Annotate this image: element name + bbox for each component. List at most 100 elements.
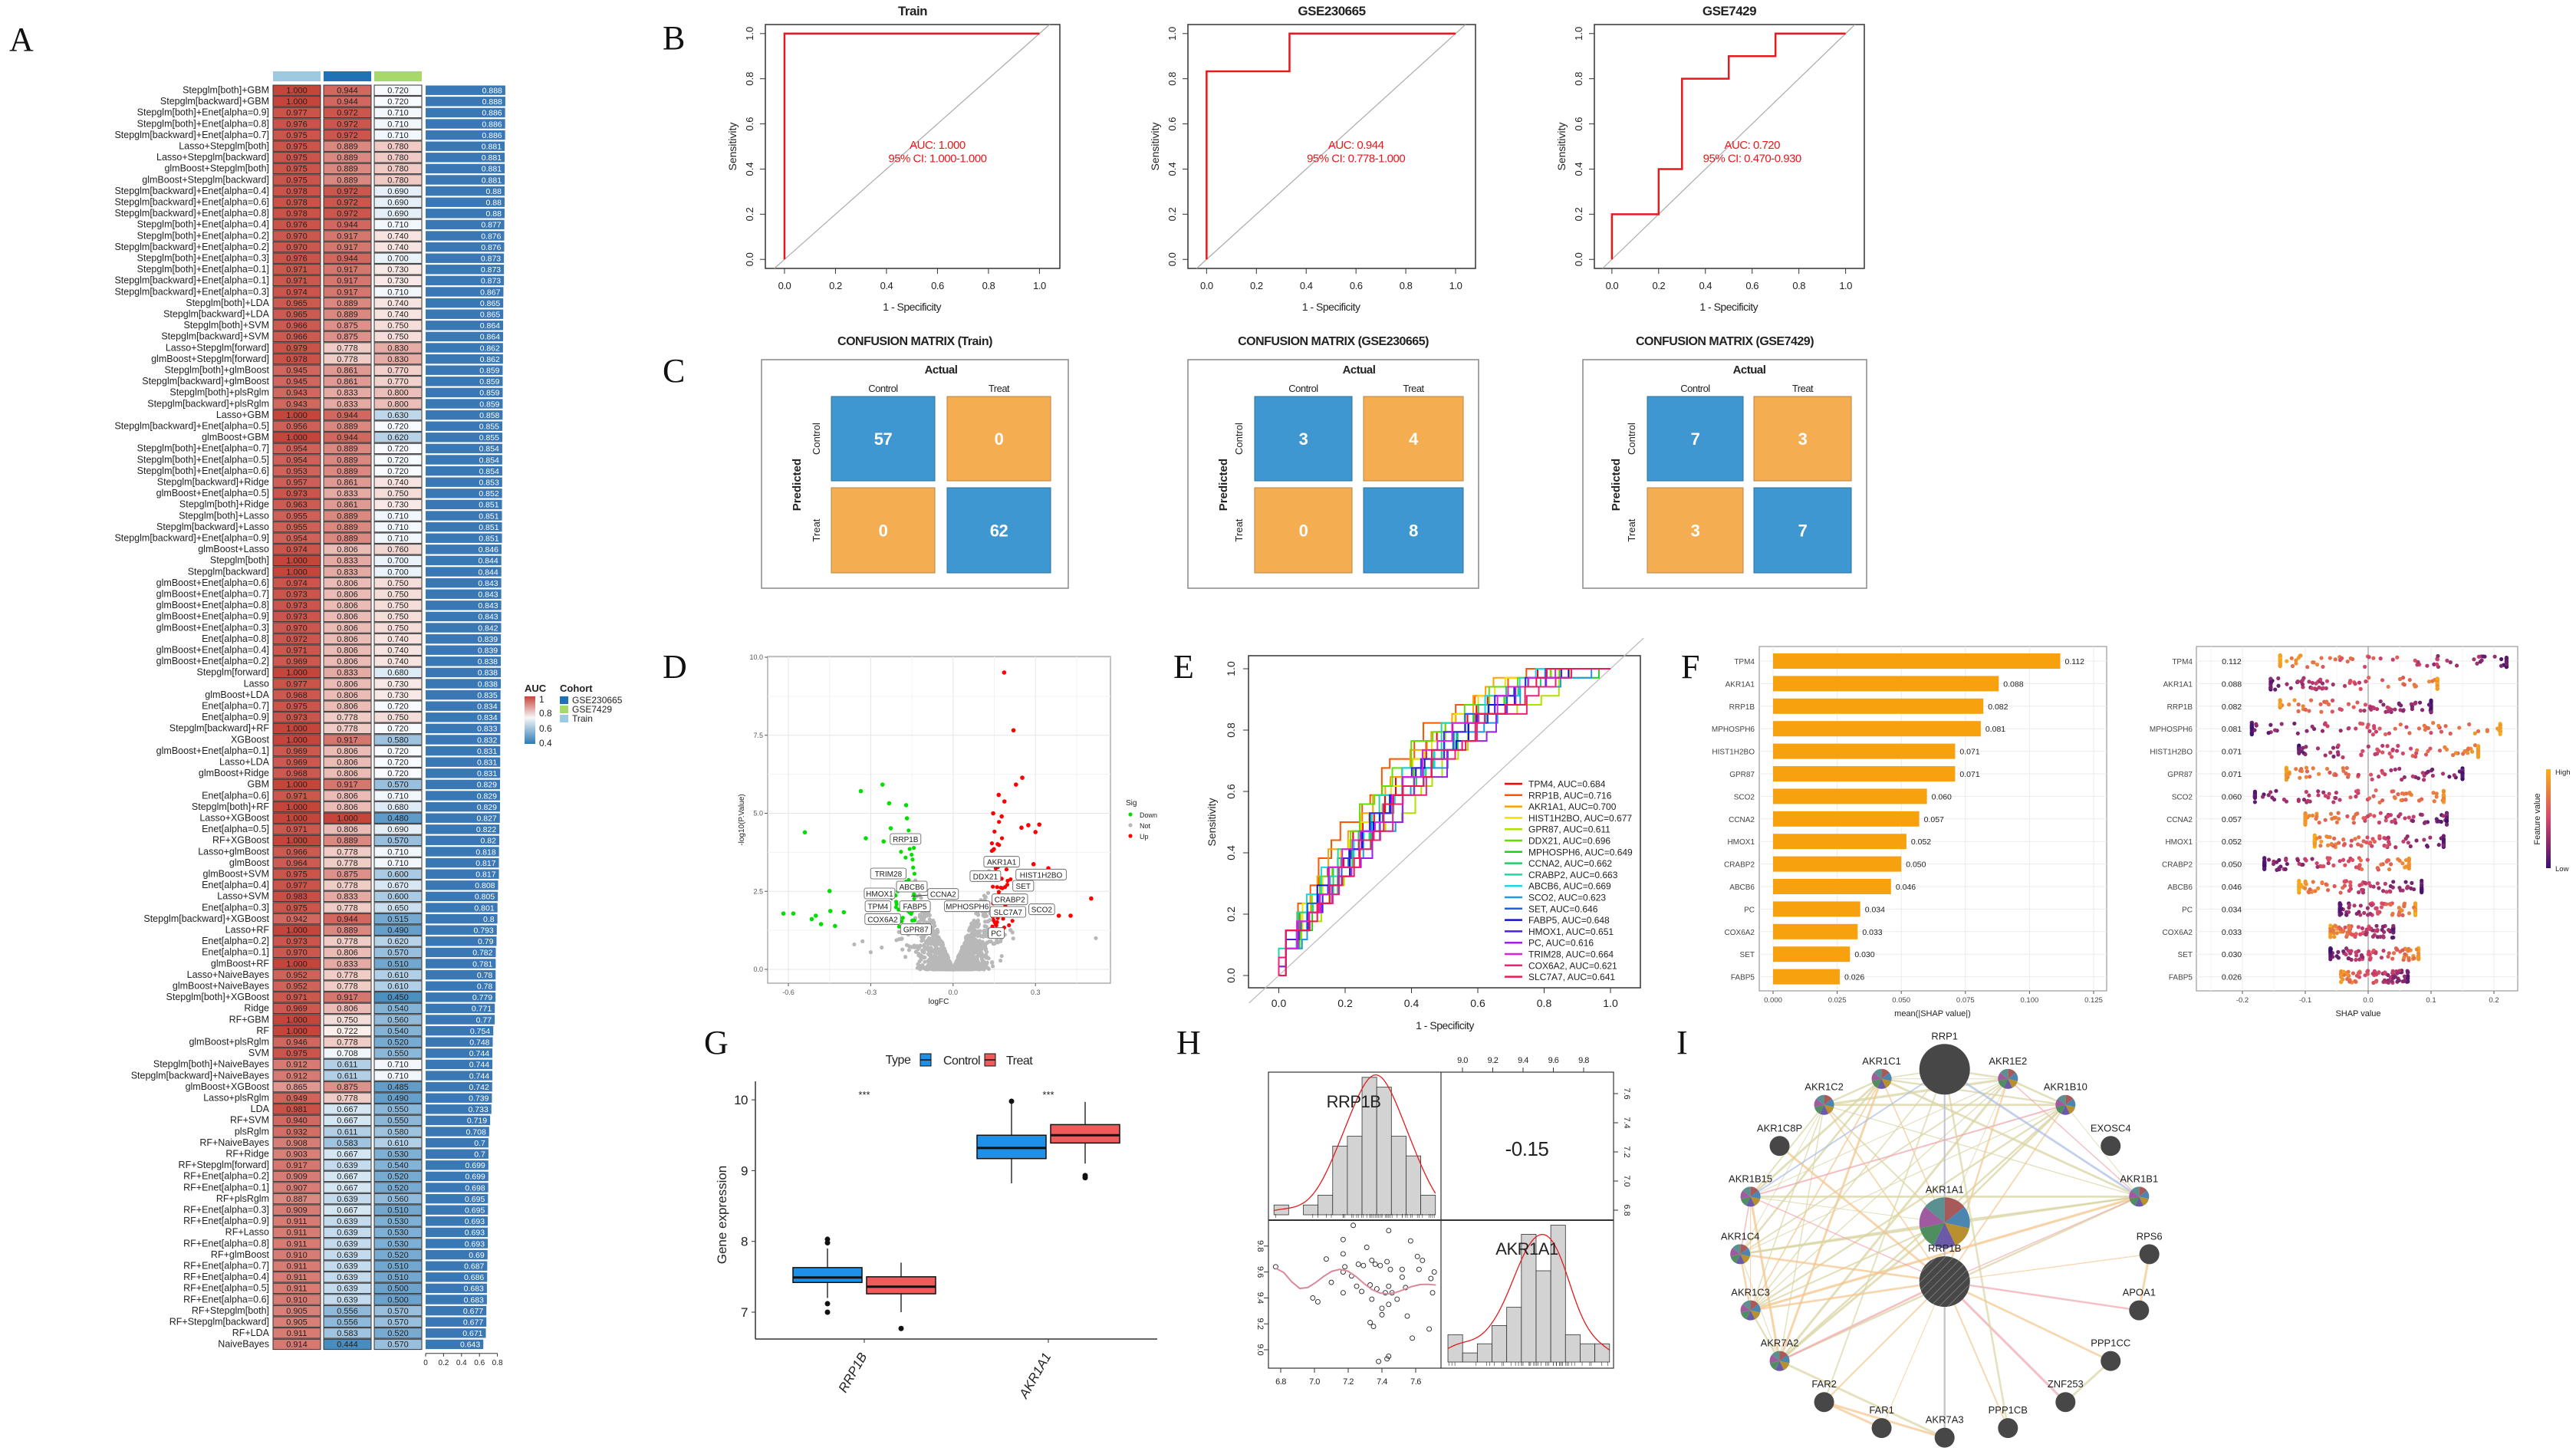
- mean-auc-bar: [426, 689, 501, 700]
- auc-value: 0.975: [286, 702, 308, 712]
- y-tick-label: 5.0: [753, 810, 763, 818]
- shap-point: [2356, 890, 2361, 895]
- auc-value: 0.667: [337, 1206, 358, 1216]
- table-row: Lasso+plsRglm 0.949 0.778 0.490 0.739: [203, 1092, 492, 1104]
- auc-value: 0.978: [286, 209, 308, 219]
- ci-annotation: 95% CI: 1.000-1.000: [888, 153, 986, 166]
- top-tick-label: 9.8: [1578, 1056, 1589, 1065]
- scatter-point: [1410, 1335, 1416, 1341]
- network-node[interactable]: AKR1A1: [1919, 1183, 1970, 1249]
- mean-auc-value: 0.832: [477, 735, 497, 745]
- shap-point: [2331, 682, 2335, 687]
- histogram-bar: [1420, 1195, 1436, 1216]
- auc-value: 0.800: [387, 389, 409, 398]
- reference-diagonal: [774, 24, 1051, 269]
- shap-point: [2439, 729, 2444, 734]
- shap-point: [2368, 772, 2374, 777]
- auc-cell: [373, 342, 423, 354]
- mean-auc-value: 0.862: [480, 355, 500, 364]
- mean-auc-value: 0.859: [479, 377, 499, 387]
- auc-value: 0.861: [337, 501, 358, 510]
- shap-point: [2285, 861, 2289, 867]
- shap-point: [2374, 979, 2378, 984]
- y-tick-label: 1.0: [744, 27, 755, 41]
- mean-auc-bar: [426, 1149, 489, 1159]
- auc-value: 1.000: [286, 781, 308, 790]
- mean-auc-value: 0.838: [478, 669, 498, 678]
- shap-point: [2426, 679, 2432, 684]
- table-row: RF+Stepglm[both] 0.905 0.556 0.570 0.677: [192, 1305, 487, 1317]
- mean-auc-value: 0.862: [480, 344, 500, 353]
- mean-auc-bar: [426, 925, 497, 935]
- volcano-point-not: [917, 959, 922, 964]
- auc-cell: [272, 532, 321, 544]
- volcano-point-not: [912, 943, 916, 948]
- scatter-point: [1370, 1324, 1377, 1330]
- table-row: Stepglm[backward]+glmBoost 0.945 0.861 0.77…: [142, 376, 503, 387]
- auc-value: 0.806: [337, 601, 358, 610]
- feature-label: CRABP2: [2162, 861, 2193, 870]
- scatter-point: [1386, 1283, 1392, 1289]
- auc-value: 0.875: [337, 870, 358, 880]
- auc-cell: [323, 880, 372, 891]
- network-node[interactable]: APOA1: [2123, 1287, 2156, 1321]
- auc-cell: [323, 857, 372, 869]
- auc-value: 0.917: [337, 243, 358, 252]
- matrix-count: 57: [874, 429, 893, 449]
- auc-value: 0.720: [387, 97, 409, 107]
- x-tick-label: 0.4: [1300, 280, 1313, 291]
- auc-cell: [323, 958, 372, 969]
- shap-bar: [1773, 879, 1891, 894]
- auc-value: 0.778: [337, 355, 358, 364]
- network-node[interactable]: RRP1: [1919, 1030, 1970, 1095]
- auc-value: 0.720: [387, 758, 409, 768]
- shap-point: [2391, 923, 2396, 928]
- network-node[interactable]: AKR1C4: [1721, 1230, 1760, 1265]
- auc-value: 0.970: [286, 624, 308, 633]
- shap-point: [2390, 956, 2395, 961]
- network-node[interactable]: AKR1C1: [1862, 1055, 1901, 1089]
- network-node[interactable]: ZNF253: [2048, 1378, 2084, 1413]
- volcano-point-down: [888, 826, 893, 831]
- shap-point: [2308, 775, 2312, 779]
- auc-value: 0.611: [337, 1071, 358, 1081]
- shap-point: [2393, 726, 2397, 731]
- shap-point: [2300, 678, 2305, 683]
- feature-label: GPR87: [2167, 771, 2193, 779]
- auc-value: 0.917: [286, 1161, 308, 1170]
- volcano-point-not: [868, 950, 873, 955]
- auc-cell: [272, 980, 321, 992]
- network-node[interactable]: RPS6: [2137, 1230, 2163, 1265]
- network-node[interactable]: RRP1B: [1919, 1242, 1970, 1308]
- volcano-point-up: [999, 814, 1004, 819]
- table-row: glmBoost+Enet[alpha=0.6] 0.974 0.806 0.750 0…: [156, 577, 502, 589]
- model-name: glmBoost+Enet[alpha=0.4]: [156, 645, 269, 656]
- matrix-count: 3: [1691, 522, 1700, 541]
- auc-cell: [323, 1249, 372, 1261]
- auc-value: 0.570: [387, 837, 409, 846]
- volcano-point-up: [997, 843, 1002, 847]
- network-node[interactable]: AKR1C8P: [1757, 1122, 1802, 1157]
- auc-cell: [323, 1114, 372, 1127]
- auc-value: 0.952: [286, 982, 308, 992]
- network-node[interactable]: EXOSC4: [2091, 1122, 2131, 1157]
- auc-value: 0.556: [337, 1318, 358, 1328]
- shap-point: [2402, 904, 2407, 909]
- mean-auc-value: 0.829: [477, 803, 497, 812]
- auc-cell: [373, 454, 423, 466]
- feature-label: MPHOSPH6: [2150, 726, 2193, 734]
- shap-point: [2331, 863, 2336, 868]
- shap-point: [2367, 880, 2371, 885]
- shap-point: [2328, 811, 2334, 816]
- node-label: PPP1CB: [1989, 1404, 2028, 1416]
- shap-point: [2388, 862, 2393, 867]
- shap-point: [2440, 772, 2446, 776]
- shap-point: [2406, 971, 2410, 976]
- volcano-point-not: [966, 942, 971, 946]
- mean-auc-value: 0.864: [480, 321, 500, 331]
- network-node[interactable]: AKR1E2: [1989, 1055, 2027, 1089]
- shap-point: [2407, 815, 2411, 820]
- auc-value: 0.974: [286, 545, 308, 554]
- network-node[interactable]: PPP1CB: [1989, 1404, 2028, 1439]
